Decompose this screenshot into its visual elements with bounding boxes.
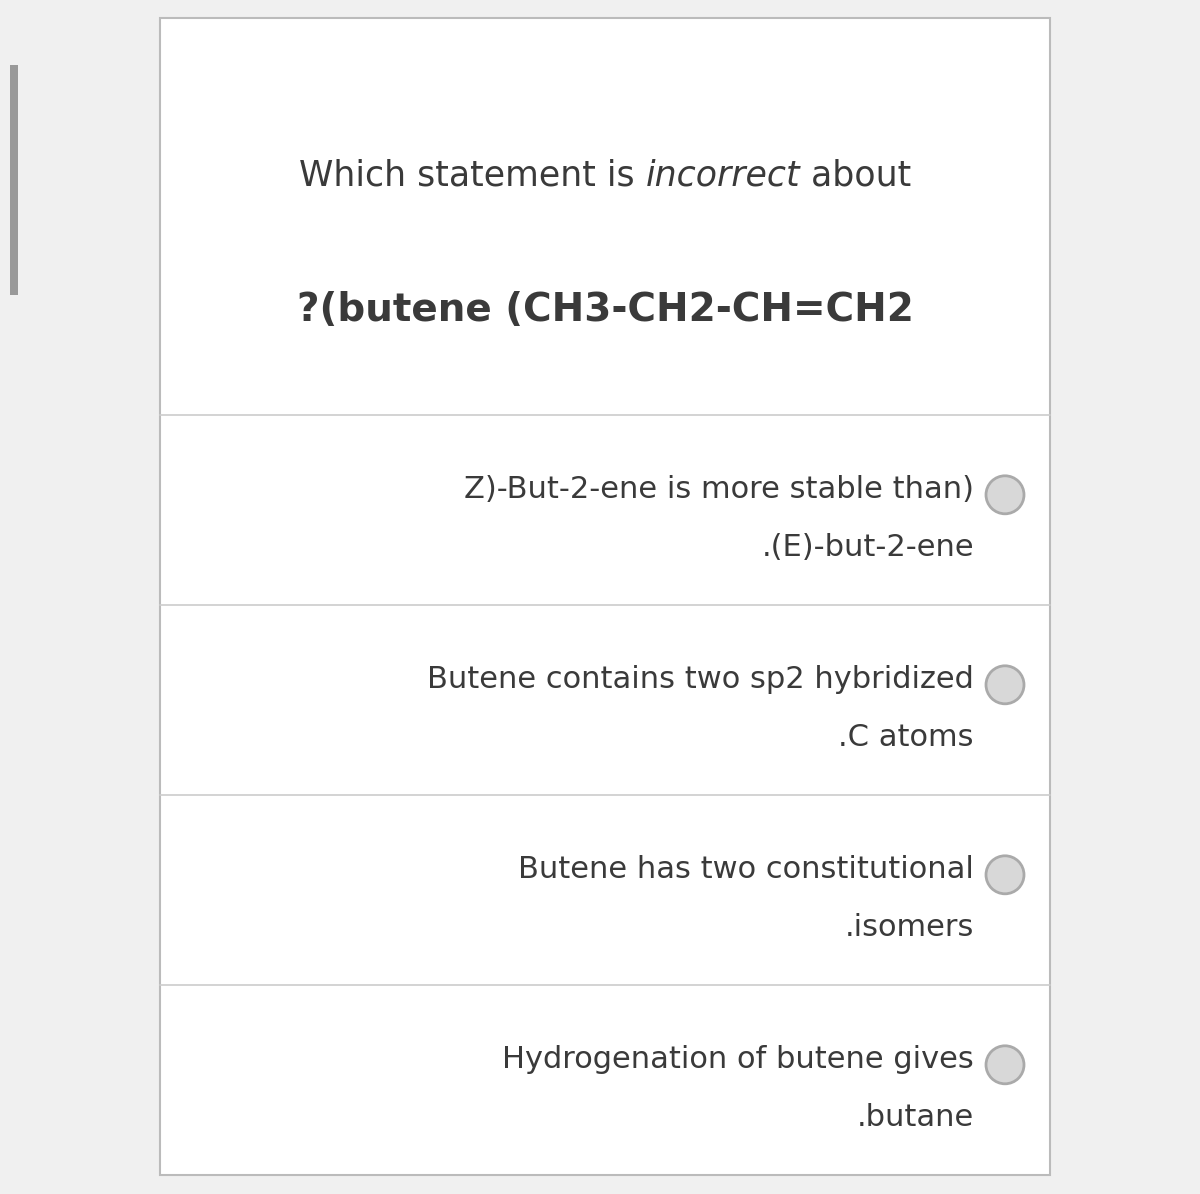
Text: Which statement is: Which statement is (299, 158, 646, 192)
Text: ?(butene (CH3-CH2-CH=CH2: ?(butene (CH3-CH2-CH=CH2 (296, 291, 913, 330)
Text: Z)-But-2-ene is more stable than): Z)-But-2-ene is more stable than) (464, 474, 974, 504)
Bar (160, 18, 1050, 1175)
Text: Hydrogenation of butene gives: Hydrogenation of butene gives (503, 1045, 974, 1073)
Text: .isomers: .isomers (845, 913, 974, 942)
Text: .butane: .butane (857, 1103, 974, 1132)
Text: .C atoms: .C atoms (839, 724, 974, 752)
Text: .(E)-but-2-ene: .(E)-but-2-ene (761, 533, 974, 562)
Bar (10, 64, 18, 295)
Circle shape (986, 1046, 1024, 1084)
Text: Butene has two constitutional: Butene has two constitutional (518, 855, 974, 884)
Circle shape (986, 856, 1024, 894)
Circle shape (986, 475, 1024, 513)
Text: incorrect: incorrect (646, 158, 800, 192)
Circle shape (986, 666, 1024, 703)
Text: Butene contains two sp2 hybridized: Butene contains two sp2 hybridized (427, 665, 974, 694)
Text: about: about (800, 158, 911, 192)
